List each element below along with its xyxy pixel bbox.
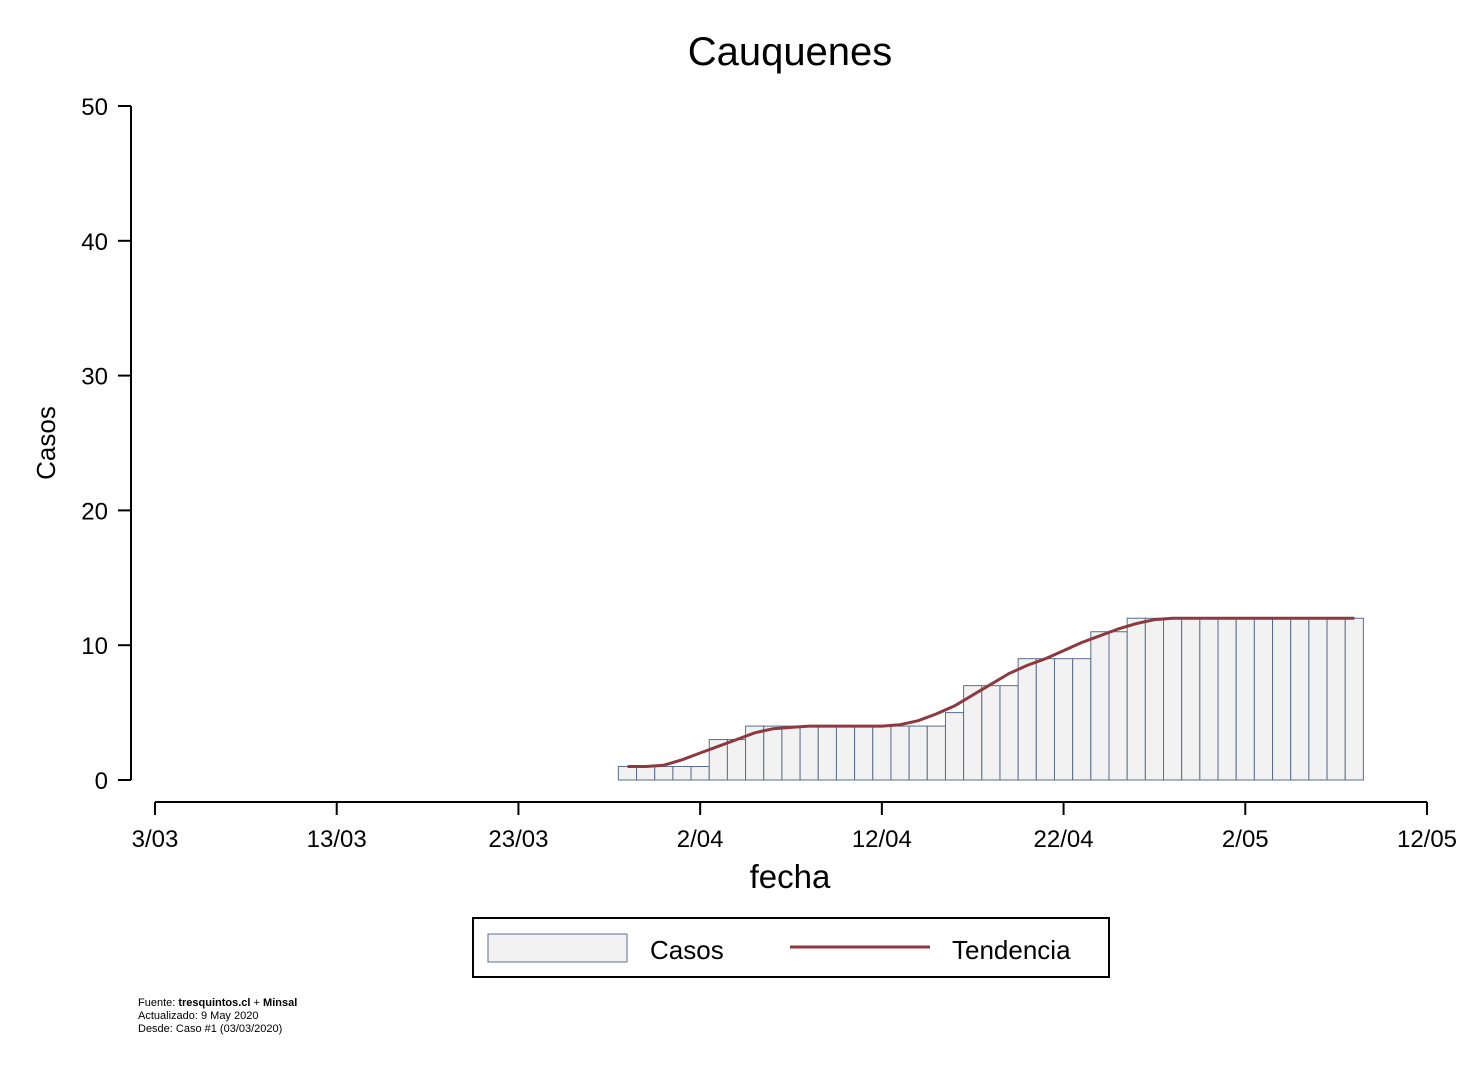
y-tick-label: 40 [81, 229, 108, 256]
bar-casos [1181, 617, 1201, 781]
bar-casos [1326, 617, 1346, 781]
footer-source-name: tresquintos.cl [178, 997, 251, 1009]
bar-casos [672, 766, 692, 781]
bar-series-casos [617, 617, 1364, 781]
bar-casos [999, 685, 1019, 781]
bar-casos [926, 725, 946, 781]
bar-casos [1163, 617, 1183, 781]
x-tick-label: 12/05 [1397, 826, 1457, 853]
y-tick-label: 10 [81, 633, 108, 660]
bar-casos [1035, 658, 1055, 781]
bar-casos [636, 766, 656, 781]
footer-updated: Actualizado: 9 May 2020 [138, 1010, 259, 1022]
bar-casos [1072, 658, 1092, 781]
bar-casos [1272, 617, 1292, 781]
footer-notes: Fuente: tresquintos.cl + Minsal Actualiz… [138, 997, 297, 1036]
footer-source-joiner: + [250, 997, 264, 1009]
bar-casos [890, 725, 910, 781]
y-axis-label: Casos [31, 406, 61, 480]
bar-casos [1253, 617, 1274, 781]
y-axis: 0 10 20 30 40 50 [81, 94, 132, 795]
x-tick-label: 2/05 [1222, 826, 1269, 853]
footer-source: Fuente: tresquintos.cl + Minsal [138, 997, 297, 1010]
x-tick-label: 12/04 [852, 826, 912, 853]
y-tick-label: 50 [81, 94, 108, 121]
x-tick-label: 22/04 [1034, 826, 1094, 853]
bar-casos [1126, 617, 1146, 781]
bar-casos [1017, 658, 1037, 781]
x-tick-label: 23/03 [488, 826, 548, 853]
bar-casos [1235, 617, 1255, 781]
footer-source-label: Fuente: [138, 997, 179, 1009]
bar-casos [690, 766, 710, 781]
bar-casos [981, 685, 1001, 781]
bar-casos [1217, 617, 1237, 781]
bar-casos [1090, 631, 1110, 781]
y-tick-label: 30 [81, 364, 108, 391]
bar-casos [1290, 617, 1310, 781]
x-axis: 3/03 13/03 23/03 2/04 12/04 22/04 2/05 12/05 [132, 801, 1457, 853]
bar-casos [617, 766, 638, 781]
bar-casos [654, 766, 674, 781]
line-series-tendencia [627, 616, 1355, 768]
bar-casos [1199, 617, 1219, 781]
line-tendencia [627, 616, 1355, 768]
bar-casos [799, 725, 819, 781]
footer-since: Desde: Caso #1 (03/03/2020) [138, 1023, 283, 1035]
x-tick-label: 13/03 [307, 826, 367, 853]
bar-casos [817, 725, 837, 781]
bar-casos [781, 725, 801, 781]
x-tick-label: 2/04 [677, 826, 724, 853]
bar-casos [854, 725, 874, 781]
chart-title: Cauquenes [688, 30, 893, 74]
bar-casos [1053, 658, 1074, 781]
legend-label-casos: Casos [650, 935, 724, 965]
bar-casos [872, 725, 892, 781]
legend-label-tendencia: Tendencia [952, 935, 1071, 965]
bar-casos [1344, 617, 1364, 781]
bar-casos [908, 725, 928, 781]
bar-casos [944, 712, 965, 781]
bar-casos [1108, 631, 1128, 781]
legend-swatch-casos [487, 933, 628, 963]
x-axis-label: fecha [750, 858, 831, 895]
y-tick-label: 20 [81, 498, 108, 525]
bar-casos [1308, 617, 1328, 781]
bar-casos [1144, 617, 1165, 781]
legend: Casos Tendencia [472, 917, 1110, 978]
footer-source-minsal: Minsal [263, 997, 298, 1009]
bar-casos [763, 725, 783, 781]
bar-casos [726, 739, 747, 781]
x-tick-label: 3/03 [132, 826, 179, 853]
y-tick-label: 0 [95, 768, 108, 795]
bar-casos [835, 725, 856, 781]
